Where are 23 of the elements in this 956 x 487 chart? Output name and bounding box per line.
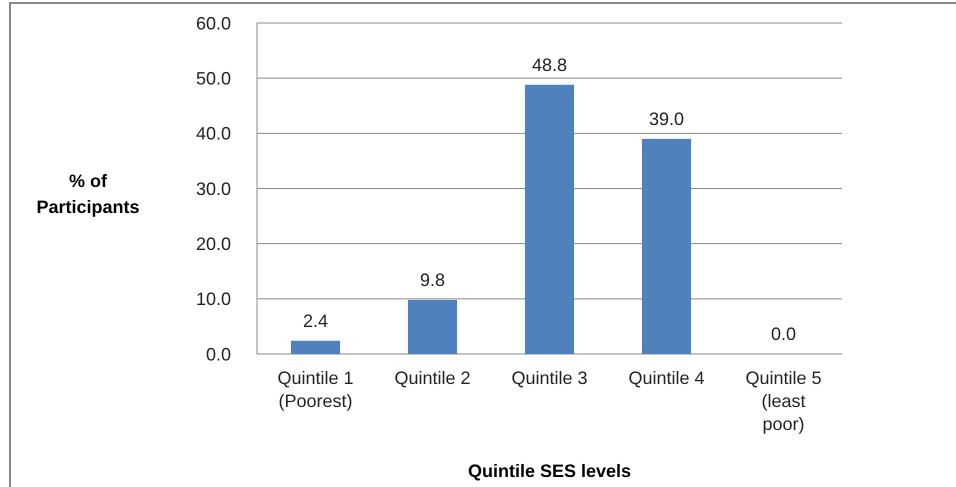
x-tick-label: Quintile 2: [394, 368, 471, 388]
bar: [290, 340, 340, 354]
y-tick-label: 60.0: [196, 13, 231, 34]
y-tick-label: 20.0: [196, 234, 231, 254]
y-tick-label: 30.0: [196, 178, 231, 199]
data-label: 0.0: [770, 324, 796, 344]
bar: [642, 138, 692, 354]
x-tick-label: Quintile 3: [511, 368, 588, 388]
data-label: 2.4: [302, 310, 328, 331]
y-tick-label: 0.0: [206, 344, 231, 364]
bar: [408, 300, 458, 354]
x-tick-label: Quintile 1 (Poorest): [277, 368, 354, 411]
data-label: 48.8: [532, 54, 568, 75]
data-label: 39.0: [648, 108, 684, 129]
x-tick-label: Quintile 5 (least poor): [745, 368, 822, 434]
bar: [524, 84, 574, 354]
data-label: 9.8: [420, 270, 446, 290]
x-axis-title: Quintile SES levels: [468, 461, 632, 481]
y-tick-label: 50.0: [196, 68, 231, 88]
y-tick-label: 10.0: [196, 289, 231, 310]
y-tick-label: 40.0: [196, 124, 231, 144]
y-axis-title: % of Participants: [36, 171, 140, 217]
x-tick-label: Quintile 4: [628, 368, 705, 388]
